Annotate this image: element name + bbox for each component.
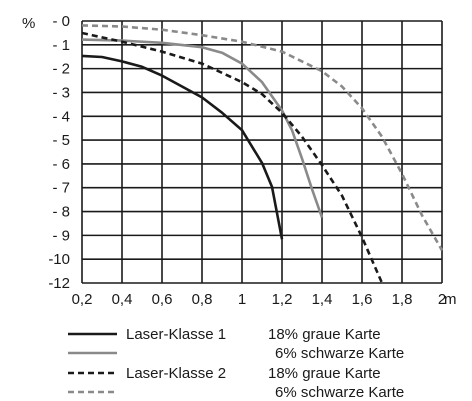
y-tick-label: - 9 — [52, 227, 70, 244]
legend-detail-4: 6% schwarze Karte — [275, 384, 404, 401]
x-tick-label: 0,6 — [152, 291, 173, 308]
legend-label-1: Laser-Klasse 1 — [126, 326, 226, 343]
grid — [81, 20, 443, 284]
series-line-1 — [81, 54, 284, 240]
y-tick-label: - 1 — [52, 37, 70, 54]
series-line-2 — [81, 38, 324, 218]
x-tick-label: 1,4 — [312, 291, 333, 308]
x-tick-label: 1 — [238, 291, 246, 308]
y-tick-label: - 6 — [52, 156, 70, 173]
y-tick-label: - 2 — [52, 61, 70, 78]
y-tick-labels: - 0 - 1 - 2 - 3 - 4 - 5 - 6 - 7 - 8 - 9 -10 -12 — [48, 13, 70, 292]
y-tick-label: -12 — [48, 275, 70, 292]
y-tick-label: - 4 — [52, 108, 70, 125]
y-tick-label: - 7 — [52, 180, 70, 197]
x-tick-label: 1,6 — [352, 291, 373, 308]
x-unit-label: m — [444, 291, 457, 308]
y-unit-label: % — [22, 15, 35, 32]
x-tick-label: 2 — [438, 291, 446, 308]
legend-detail-2: 6% schwarze Karte — [275, 345, 404, 362]
x-tick-label: 1,2 — [272, 291, 293, 308]
y-tick-label: - 5 — [52, 132, 70, 149]
y-tick-label: - 0 — [52, 13, 70, 30]
x-tick-label: 0,2 — [72, 291, 93, 308]
x-tick-labels: 0,2 0,4 0,6 0,8 1 1,2 1,4 1,6 1,8 2 — [72, 291, 447, 308]
series-line-3 — [81, 31, 384, 284]
series-line-4 — [81, 24, 444, 251]
y-tick-label: - 3 — [52, 84, 70, 101]
x-tick-label: 0,4 — [112, 291, 133, 308]
x-tick-label: 0,8 — [192, 291, 213, 308]
legend-detail-1: 18% graue Karte — [268, 326, 381, 343]
legend-detail-3: 18% graue Karte — [268, 365, 381, 382]
x-tick-label: 1,8 — [392, 291, 413, 308]
series-lines — [81, 24, 444, 284]
legend: Laser-Klasse 1 18% graue Karte 6% schwar… — [68, 326, 404, 401]
y-tick-label: -10 — [48, 251, 70, 268]
legend-label-3: Laser-Klasse 2 — [126, 365, 226, 382]
y-tick-label: - 8 — [52, 204, 70, 221]
